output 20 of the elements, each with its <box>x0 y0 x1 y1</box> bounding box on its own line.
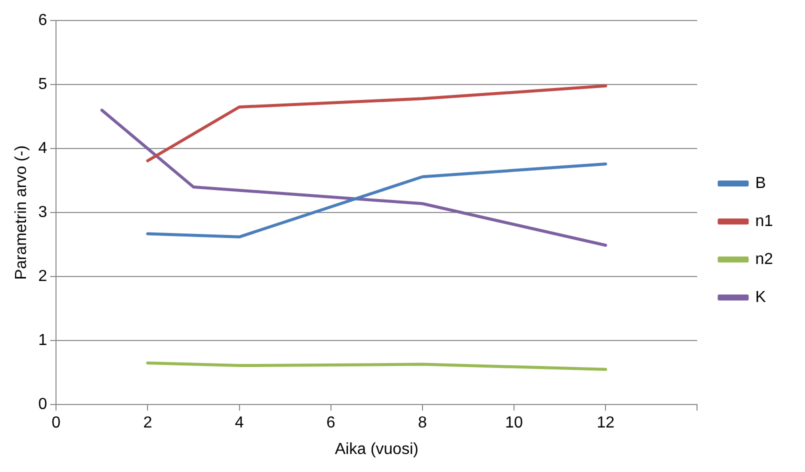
x-tick-label: 2 <box>143 414 152 432</box>
legend-label: n2 <box>755 250 774 268</box>
y-tick-label: 3 <box>38 204 48 222</box>
x-tick-label: 0 <box>52 414 61 432</box>
x-tick-label: 6 <box>326 414 336 432</box>
y-tick-label: 2 <box>38 268 48 286</box>
y-tick-label: 6 <box>38 12 48 30</box>
legend-label: B <box>755 174 766 192</box>
x-tick-label: 12 <box>596 414 615 432</box>
x-tick-label: 10 <box>505 414 524 432</box>
y-tick-label: 5 <box>38 76 48 94</box>
x-axis-title: Aika (vuosi) <box>334 440 418 458</box>
x-tick-label: 4 <box>234 414 244 432</box>
legend-label: K <box>755 288 766 306</box>
x-tick-label: 8 <box>418 414 427 432</box>
y-tick-label: 1 <box>38 332 48 350</box>
legend-label: n1 <box>755 212 774 230</box>
y-tick-label: 0 <box>38 396 48 414</box>
y-axis-title: Parametrin arvo (-) <box>13 145 30 280</box>
y-tick-label: 4 <box>38 140 48 158</box>
